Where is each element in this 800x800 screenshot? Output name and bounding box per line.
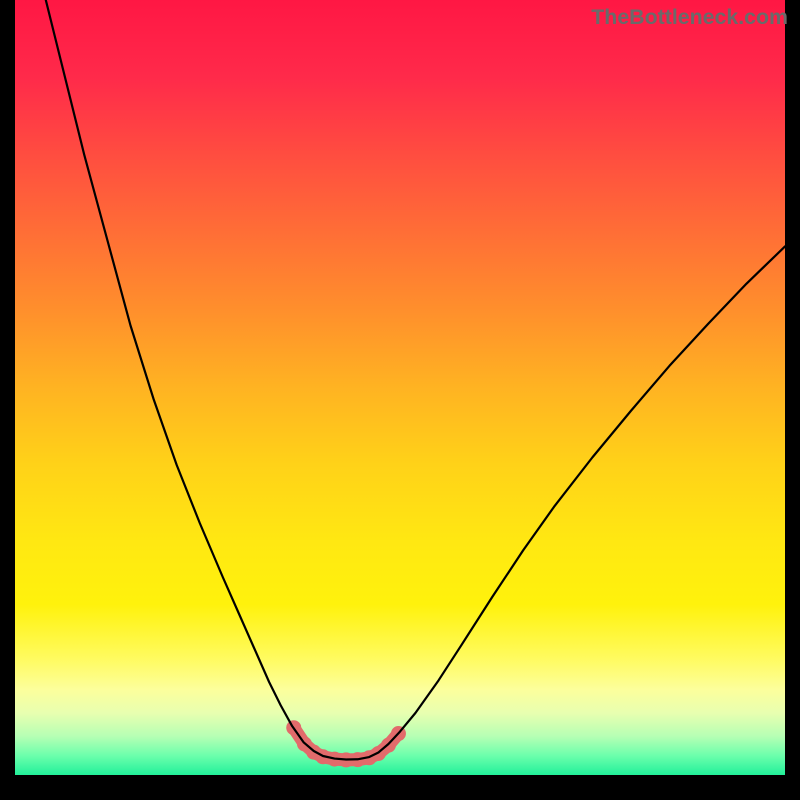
plot-background <box>15 0 785 775</box>
chart-container: TheBottleneck.com <box>0 0 800 800</box>
bottleneck-chart <box>0 0 800 800</box>
